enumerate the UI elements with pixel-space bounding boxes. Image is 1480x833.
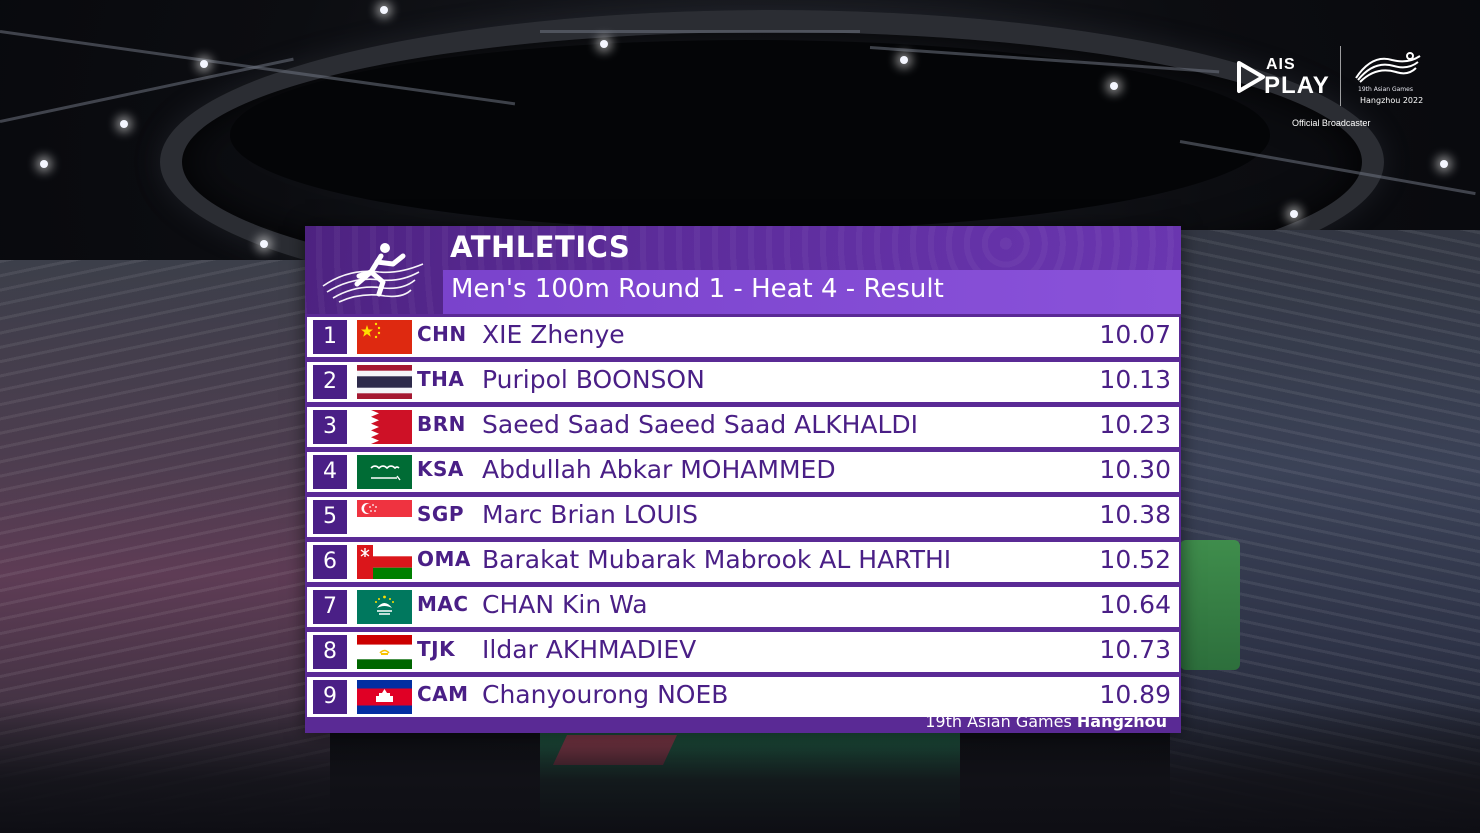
broadcaster-logo: AIS PLAY 19th Asian Games Hangzhou 2022 … [1236,46,1436,136]
country-code: CAM [417,682,469,706]
rank-badge: 3 [313,410,347,444]
stadium-light [380,6,388,14]
result-time: 10.07 [1099,320,1171,349]
country-code: TJK [417,637,456,661]
result-row: 8 TJK Ildar AKHMADIEV 10.73 [307,632,1179,672]
result-time: 10.73 [1099,635,1171,664]
event-bar: Men's 100m Round 1 - Heat 4 - Result [443,270,1181,314]
oman-flag-icon [357,545,412,579]
result-time: 10.23 [1099,410,1171,439]
stadium-light [1110,82,1118,90]
cambodia-flag-icon [357,680,412,714]
country-code: MAC [417,592,469,616]
athlete-name: Chanyourong NOEB [482,680,729,709]
result-row: 6 OMA Barakat Mubarak Mabrook AL HARTHI … [307,542,1179,582]
footer-games-label: 19th Asian Games [925,712,1077,731]
result-row: 1 CHN XIE Zhenye 10.07 [307,317,1179,357]
country-code: KSA [417,457,464,481]
stadium-roof-opening [230,40,1270,230]
tajikistan-flag-icon [357,635,412,669]
result-time: 10.89 [1099,680,1171,709]
stadium-light [600,40,608,48]
logo-divider [1340,46,1341,106]
stadium-light [40,160,48,168]
result-row: 2 THA Puripol BOONSON 10.13 [307,362,1179,402]
athlete-name: Marc Brian LOUIS [482,500,699,529]
footer-city-label: Hangzhou [1076,712,1167,731]
country-code: OMA [417,547,471,571]
athlete-name: Barakat Mubarak Mabrook AL HARTHI [482,545,952,574]
macau-flag-icon [357,590,412,624]
rank-badge: 9 [313,680,347,714]
games-name-label: 19th Asian Games [1358,86,1413,93]
result-time: 10.13 [1099,365,1171,394]
rank-badge: 6 [313,545,347,579]
stadium-light [900,56,908,64]
singapore-flag-icon [357,500,412,534]
country-code: BRN [417,412,466,436]
stadium-light [1290,210,1298,218]
athlete-name: Puripol BOONSON [482,365,705,394]
board-header: ATHLETICS Men's 100m Round 1 - Heat 4 - … [305,226,1181,314]
ais-label: AIS [1266,56,1296,73]
rank-badge: 7 [313,590,347,624]
result-row: 9 CAM Chanyourong NOEB 10.89 [307,677,1179,717]
event-title: Men's 100m Round 1 - Heat 4 - Result [451,274,944,304]
athlete-name: Ildar AKHMADIEV [482,635,697,664]
play-label: PLAY [1264,72,1330,99]
athlete-name: XIE Zhenye [482,320,625,349]
rank-badge: 4 [313,455,347,489]
infield-grass [1180,540,1240,670]
result-time: 10.52 [1099,545,1171,574]
result-time: 10.64 [1099,590,1171,619]
board-footer: 19th Asian Games Hangzhou [925,712,1167,731]
official-broadcaster-label: Official Broadcaster [1292,118,1371,128]
athlete-name: CHAN Kin Wa [482,590,648,619]
rank-badge: 5 [313,500,347,534]
results-board: ATHLETICS Men's 100m Round 1 - Heat 4 - … [305,226,1181,733]
athletics-runner-icon [322,243,424,303]
athlete-name: Abdullah Abkar MOHAMMED [482,455,836,484]
result-time: 10.38 [1099,500,1171,529]
stadium-light [260,240,268,248]
result-row: 7 MAC CHAN Kin Wa 10.64 [307,587,1179,627]
rank-badge: 8 [313,635,347,669]
china-flag-icon [357,320,412,354]
stadium-light [120,120,128,128]
stadium-light [1440,160,1448,168]
rank-badge: 1 [313,320,347,354]
saudi-arabia-flag-icon [357,455,412,489]
sport-title: ATHLETICS [450,230,631,264]
country-code: SGP [417,502,464,526]
roof-truss [540,30,860,33]
thailand-flag-icon [357,365,412,399]
games-city-label: Hangzhou 2022 [1360,96,1424,105]
stadium-light [200,60,208,68]
result-time: 10.30 [1099,455,1171,484]
rank-badge: 2 [313,365,347,399]
result-row: 3 BRN Saeed Saad Saeed Saad ALKHALDI 10.… [307,407,1179,447]
result-row: 5 SGP Marc Brian LOUIS 10.38 [307,497,1179,537]
country-code: CHN [417,322,467,346]
bahrain-flag-icon [357,410,412,444]
athlete-name: Saeed Saad Saeed Saad ALKHALDI [482,410,919,439]
play-triangle-icon [1237,61,1265,93]
country-code: THA [417,367,465,391]
asian-games-emblem-icon [1355,52,1421,83]
result-row: 4 KSA Abdullah Abkar MOHAMMED 10.30 [307,452,1179,492]
